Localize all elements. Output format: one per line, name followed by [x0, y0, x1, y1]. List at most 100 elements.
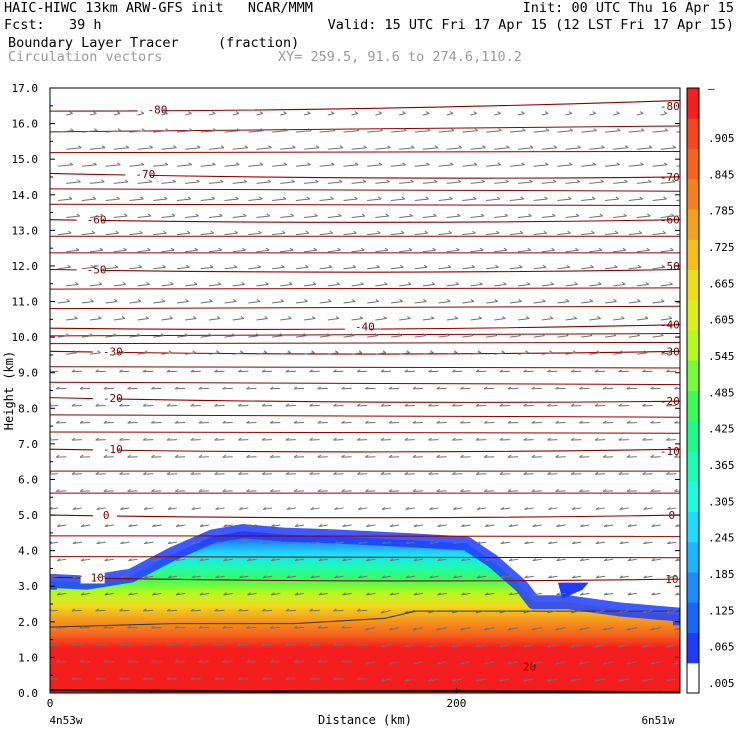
circulation-vector-head: [453, 541, 457, 545]
circulation-vector: [365, 627, 376, 631]
circulation-vector-head: [619, 575, 624, 579]
circulation-vector-head: [670, 247, 674, 251]
circulation-vector: [113, 113, 121, 116]
circulation-vector: [161, 181, 176, 184]
circulation-vector: [509, 266, 523, 270]
circulation-vector: [103, 456, 114, 458]
circulation-vector-head: [328, 264, 333, 268]
circulation-vector-head: [93, 162, 97, 166]
circulation-vector-head: [114, 264, 119, 268]
circulation-vector-head: [119, 403, 123, 407]
circulation-vector: [318, 592, 328, 596]
circulation-vector: [580, 592, 590, 596]
circulation-vector-head: [638, 230, 643, 234]
circulation-vector: [327, 215, 342, 219]
circulation-vector-head: [412, 454, 417, 458]
circulation-vector: [256, 113, 263, 116]
colorbar-label: .365: [708, 459, 735, 472]
circulation-vector-head: [407, 316, 411, 319]
circulation-vector: [618, 609, 629, 614]
circulation-vector-head: [446, 333, 450, 337]
circulation-vector: [222, 490, 233, 492]
circulation-vector: [428, 404, 439, 407]
circulation-vector-head: [500, 541, 505, 545]
circulation-vector-head: [404, 403, 409, 407]
circulation-vector-head: [104, 592, 109, 596]
circulation-vector-head: [571, 575, 576, 579]
y-tick-label: 8.0: [18, 402, 38, 415]
circulation-vector-head: [127, 420, 131, 424]
circulation-vector-head: [598, 281, 602, 285]
circulation-vector-head: [55, 386, 60, 390]
circulation-vector: [96, 507, 106, 510]
circulation-vector-head: [614, 230, 619, 234]
circulation-vector: [589, 113, 596, 116]
circulation-vector: [248, 335, 260, 338]
circulation-vector: [105, 335, 117, 338]
circulation-vector: [484, 661, 495, 665]
circulation-vector: [533, 164, 549, 167]
circulation-vector: [71, 404, 82, 407]
circulation-vector-head: [309, 403, 313, 407]
circulation-vector: [280, 352, 291, 355]
circulation-vector: [208, 318, 221, 321]
circulation-vector: [650, 387, 661, 390]
circulation-vector-head: [94, 128, 98, 132]
circulation-vector: [294, 627, 305, 629]
circulation-vector: [262, 370, 273, 373]
circulation-vector-head: [140, 196, 144, 200]
circulation-vector: [494, 318, 506, 321]
circulation-vector-head: [409, 213, 413, 217]
contour-label: -20: [103, 392, 123, 405]
circulation-vector: [367, 130, 383, 133]
circulation-vector: [256, 181, 271, 184]
circulation-vector-head: [499, 403, 504, 407]
circulation-vector: [239, 575, 249, 579]
circulation-vector: [366, 592, 376, 596]
circulation-vector: [579, 490, 590, 492]
circulation-vector-head: [269, 420, 274, 424]
circulation-vector: [380, 644, 392, 648]
circulation-vector: [127, 627, 138, 629]
circulation-vector-head: [384, 281, 388, 285]
circulation-vector-head: [648, 145, 653, 149]
circulation-vector: [676, 199, 680, 201]
circulation-vector-head: [412, 386, 417, 390]
circulation-vector: [460, 456, 471, 458]
circulation-vector-head: [626, 488, 631, 492]
circulation-vector: [200, 335, 212, 338]
circulation-vector-head: [404, 471, 409, 475]
circulation-vector-head: [95, 403, 99, 407]
circulation-vector: [436, 387, 447, 390]
circulation-vector-head: [338, 179, 343, 183]
circulation-vector: [185, 249, 198, 253]
circulation-vector-head: [508, 558, 513, 562]
circulation-vector-head: [570, 437, 575, 441]
circulation-vector-head: [56, 592, 61, 596]
circulation-vector-head: [508, 524, 513, 527]
circulation-vector-head: [375, 299, 380, 302]
circulation-vector: [494, 181, 509, 184]
circulation-vector: [517, 147, 534, 150]
circulation-vector: [214, 678, 225, 680]
circulation-vector-head: [436, 488, 440, 492]
circulation-vector-head: [519, 230, 524, 234]
circulation-vector-head: [597, 316, 601, 319]
circulation-vector: [176, 164, 192, 167]
circulation-vector-head: [79, 625, 84, 629]
circulation-vector: [460, 422, 471, 424]
circulation-vector: [452, 678, 463, 682]
circulation-vector-head: [261, 608, 266, 612]
circulation-vector-head: [261, 471, 266, 475]
circulation-vector: [223, 524, 233, 528]
circulation-vector-head: [171, 213, 176, 217]
circulation-vector-head: [168, 350, 173, 354]
circulation-vector-head: [50, 676, 52, 679]
circulation-vector: [470, 283, 483, 287]
circulation-vector: [71, 370, 82, 373]
circulation-vector: [303, 249, 317, 253]
circulation-vector: [294, 387, 305, 390]
circulation-vector-head: [67, 264, 71, 268]
circulation-vector: [436, 627, 447, 631]
circulation-vector-head: [356, 403, 361, 407]
